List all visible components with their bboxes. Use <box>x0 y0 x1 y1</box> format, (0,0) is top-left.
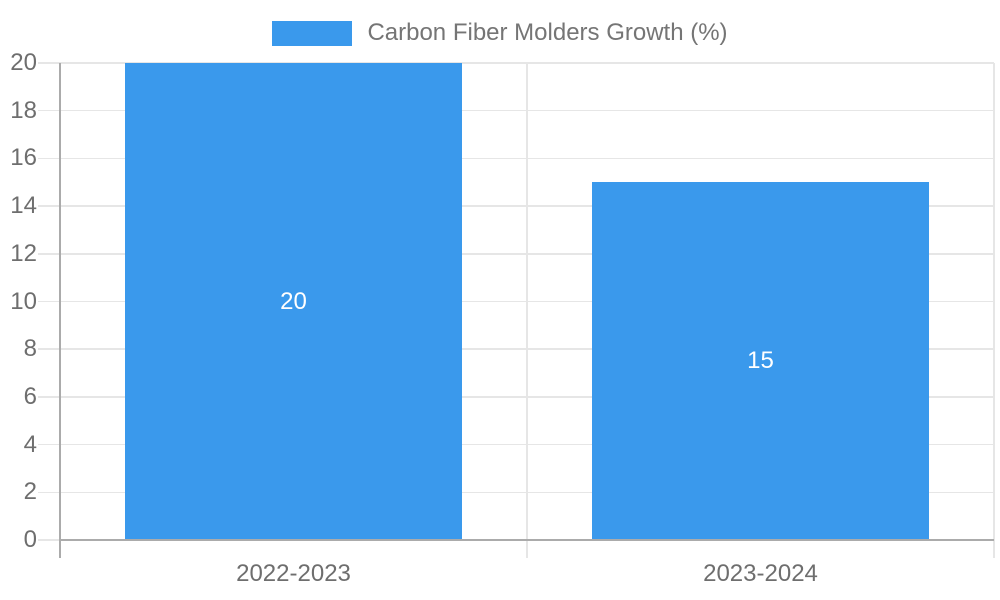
legend-swatch <box>272 20 353 46</box>
y-gridline <box>38 491 994 494</box>
x-category-label: 2023-2024 <box>703 560 818 587</box>
y-gridline <box>38 300 994 303</box>
y-gridline <box>38 62 994 64</box>
column-gridline <box>526 63 528 558</box>
y-tick-label: 16 <box>10 144 37 172</box>
y-tick-label: 18 <box>10 96 37 124</box>
bar-value-label: 20 <box>280 287 307 315</box>
y-tick-label: 14 <box>10 192 37 220</box>
y-tick-label: 8 <box>23 335 37 363</box>
column-gridline <box>993 63 995 558</box>
y-gridline <box>38 109 994 112</box>
y-tick-label: 20 <box>10 49 37 76</box>
x-category-label: 2022-2023 <box>236 560 351 587</box>
y-tick-label: 6 <box>23 382 37 410</box>
y-gridline <box>38 157 994 160</box>
y-gridline <box>38 205 994 207</box>
bar-value-label: 15 <box>747 347 774 375</box>
y-gridline <box>38 348 994 350</box>
y-axis-line <box>58 63 62 558</box>
legend-label: Carbon Fiber Molders Growth (%) <box>367 19 728 46</box>
y-gridline <box>38 443 994 446</box>
chart-legend: Carbon Fiber Molders Growth (%) <box>0 19 1000 47</box>
y-tick-label: 0 <box>23 526 37 553</box>
y-tick-label: 10 <box>10 287 37 315</box>
y-tick-label: 4 <box>23 430 37 458</box>
y-gridline <box>38 396 994 398</box>
y-tick-label: 12 <box>10 239 37 267</box>
y-tick-label: 2 <box>23 478 37 506</box>
x-axis-line <box>60 538 994 542</box>
bar: 20 <box>125 63 462 540</box>
y-gridline <box>38 253 994 255</box>
bar: 15 <box>592 182 929 540</box>
